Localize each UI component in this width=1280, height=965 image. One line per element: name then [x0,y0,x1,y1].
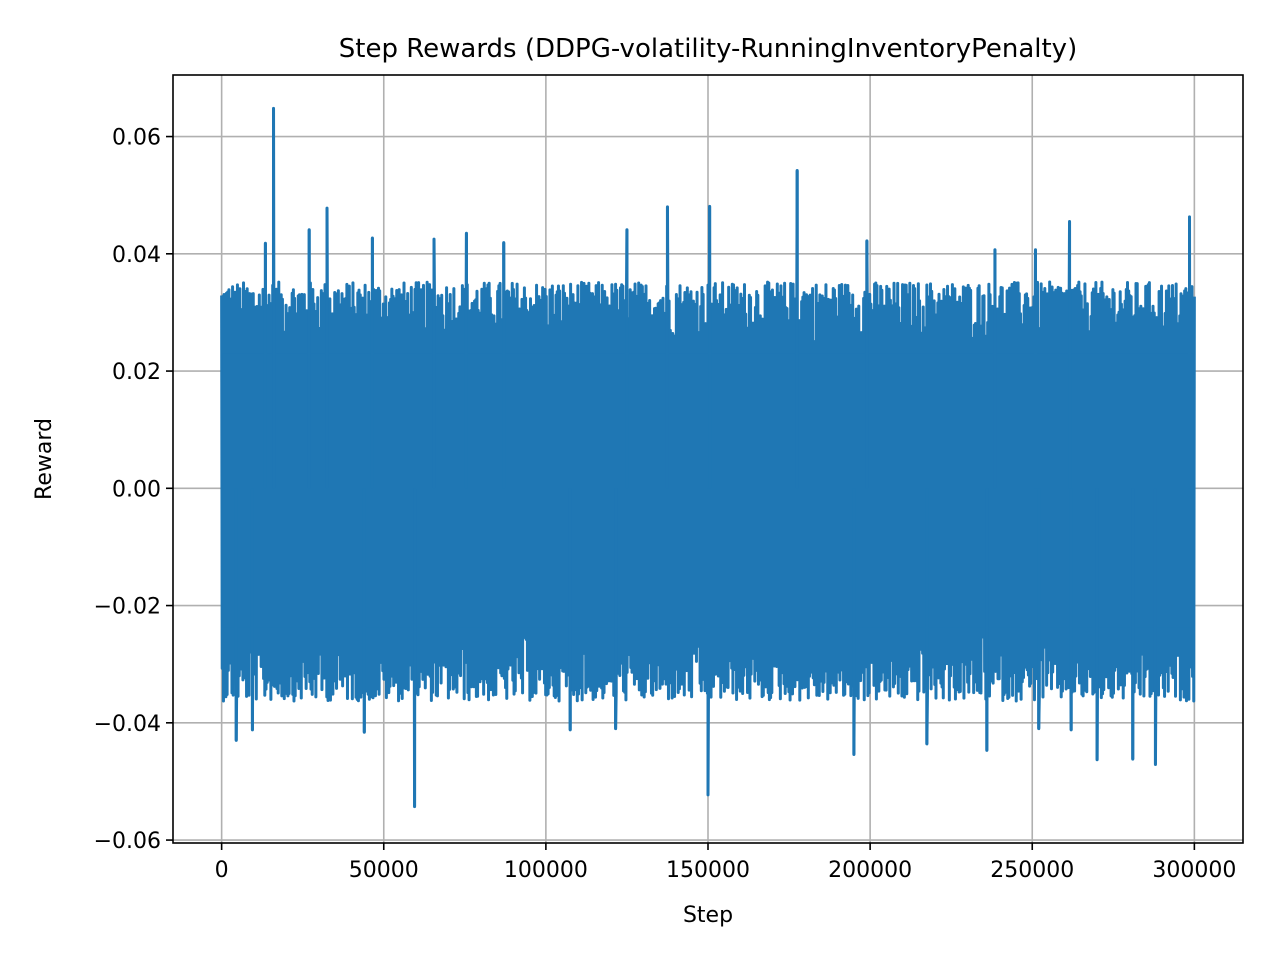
y-axis-label: Reward [32,418,57,500]
reward-series-line [220,106,1196,809]
x-tick-label: 100000 [504,858,588,883]
y-tick-label: 0.00 [112,477,161,502]
y-tick-label: −0.06 [94,829,161,854]
x-tick-label: 300000 [1152,858,1236,883]
x-tick-label: 50000 [349,858,419,883]
y-tick-label: −0.02 [94,595,161,620]
x-tick-label: 250000 [990,858,1074,883]
x-axis-label: Step [683,903,733,928]
series-layer [220,106,1196,809]
y-tick-label: 0.04 [112,243,161,268]
chart-title: Step Rewards (DDPG-volatility-RunningInv… [339,34,1077,64]
x-tick-label: 0 [215,858,229,883]
y-tick-label: −0.04 [94,712,161,737]
x-tick-label: 150000 [666,858,750,883]
tick-layer: 0 50000 100000 150000 200000 250000 300000 −0.0… [94,126,1237,883]
y-tick-label: 0.02 [112,360,161,385]
x-tick-label: 200000 [828,858,912,883]
y-tick-label: 0.06 [112,126,161,151]
